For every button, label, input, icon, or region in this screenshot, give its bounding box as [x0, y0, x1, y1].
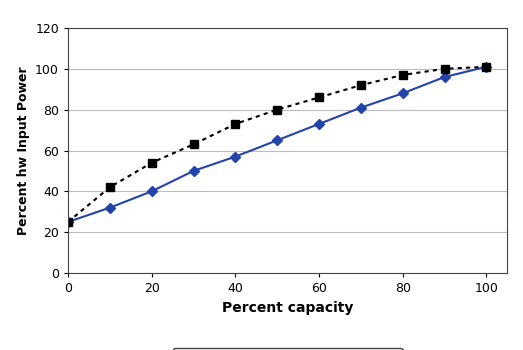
Load/Unload (1 gal/cfm) — [358, 83, 364, 87]
Load/Unload (1 gal/cfm) — [65, 220, 71, 224]
Y-axis label: Percent hw Input Power: Percent hw Input Power — [17, 66, 29, 235]
Load/Unload (10 gal/cfm) — [358, 106, 364, 110]
Load/Unload (1 gal/cfm) — [107, 185, 113, 189]
Line: Load/Unload (10 gal/cfm): Load/Unload (10 gal/cfm) — [64, 63, 490, 225]
Load/Unload (10 gal/cfm) — [149, 189, 155, 194]
Load/Unload (1 gal/cfm) — [316, 95, 322, 99]
Line: Load/Unload (1 gal/cfm): Load/Unload (1 gal/cfm) — [64, 63, 491, 226]
Legend: Load/Unload (10 gal/cfm), Load/Unload (1 gal/cfm): Load/Unload (10 gal/cfm), Load/Unload (1… — [173, 348, 403, 350]
Load/Unload (1 gal/cfm) — [190, 142, 197, 146]
Load/Unload (1 gal/cfm) — [274, 107, 280, 112]
Load/Unload (10 gal/cfm) — [400, 91, 406, 96]
Load/Unload (10 gal/cfm) — [107, 205, 113, 210]
Load/Unload (10 gal/cfm) — [316, 122, 322, 126]
Load/Unload (10 gal/cfm) — [232, 155, 238, 159]
Load/Unload (10 gal/cfm) — [274, 138, 280, 142]
Load/Unload (1 gal/cfm) — [232, 122, 238, 126]
Load/Unload (1 gal/cfm) — [441, 67, 448, 71]
Load/Unload (10 gal/cfm) — [441, 75, 448, 79]
X-axis label: Percent capacity: Percent capacity — [222, 301, 354, 315]
Load/Unload (1 gal/cfm) — [149, 161, 155, 165]
Load/Unload (1 gal/cfm) — [483, 65, 490, 69]
Load/Unload (10 gal/cfm) — [483, 65, 490, 69]
Load/Unload (10 gal/cfm) — [65, 220, 71, 224]
Load/Unload (1 gal/cfm) — [400, 73, 406, 77]
Load/Unload (10 gal/cfm) — [190, 169, 197, 173]
